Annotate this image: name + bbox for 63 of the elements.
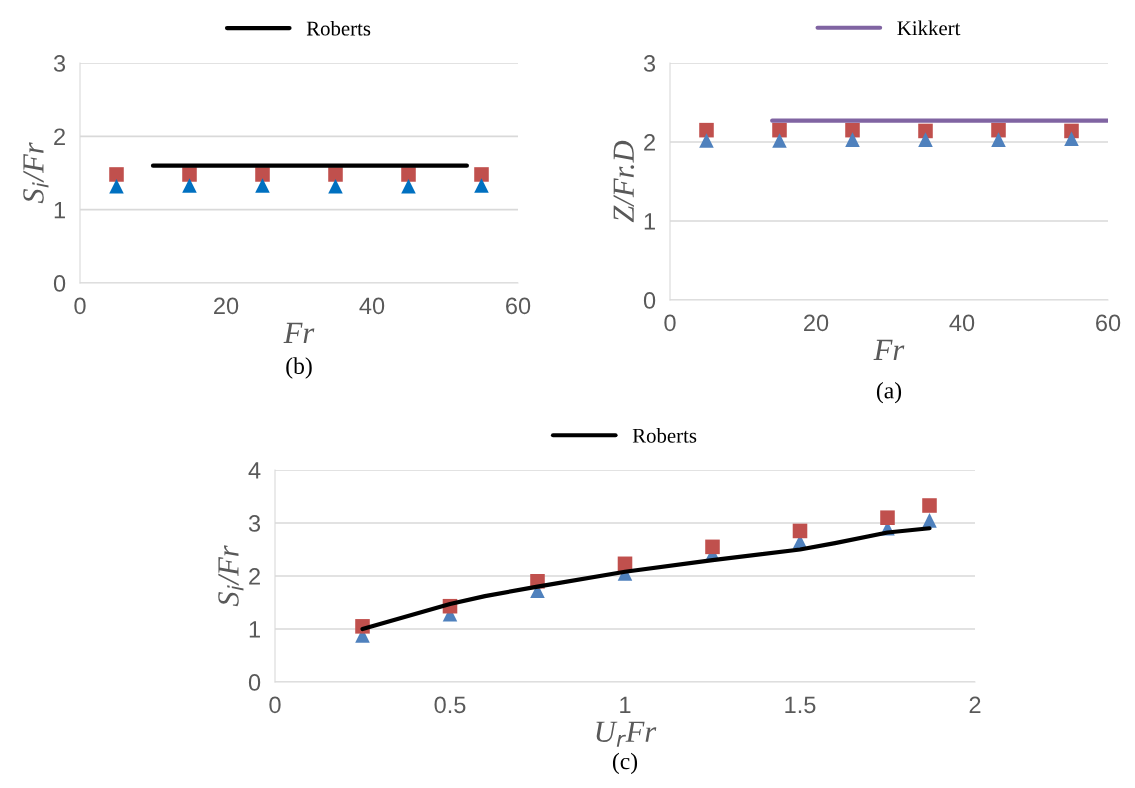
x-axis-title: U$_{r}$Fr (596, 721, 657, 747)
text: (c) (612, 752, 638, 775)
point (328, 178, 343, 194)
point (474, 178, 489, 193)
point (772, 133, 787, 148)
point (182, 178, 197, 193)
y-tick-label: 1 (249, 621, 260, 638)
y-axis-title: Z/Fr.D (613, 140, 635, 223)
y-tick-label: 1 (54, 201, 65, 219)
x-tick-label: 0.5 (434, 696, 466, 714)
point (401, 167, 416, 182)
point (255, 178, 270, 193)
point (1064, 123, 1079, 139)
y-tick-label: 3 (53, 55, 66, 72)
text: (b) (286, 357, 312, 379)
point (991, 122, 1006, 138)
point (918, 123, 933, 139)
x-tick-label: 20 (214, 297, 239, 315)
x-tick-label: 20 (804, 314, 829, 332)
x-tick-label: 0 (269, 696, 281, 714)
point (474, 167, 489, 182)
y-tick-label: 2 (644, 134, 655, 151)
point (328, 167, 343, 182)
y-tick-label: 2 (249, 568, 260, 585)
x-tick-label: 60 (1096, 314, 1121, 332)
x-tick-label: 40 (949, 314, 975, 332)
x-axis-title: Fr (283, 322, 315, 343)
x-tick-label: 0 (74, 297, 86, 315)
point (845, 132, 860, 147)
x-tick-label: 1.5 (785, 696, 816, 714)
y-tick-label: 2 (54, 128, 65, 145)
point (699, 122, 714, 138)
point (880, 510, 895, 525)
point (1064, 131, 1079, 147)
text: (a) (876, 381, 902, 404)
y-tick-label: 0 (53, 275, 66, 292)
y-axis-title: S$_{i}$/Fr (218, 545, 244, 607)
point (699, 133, 714, 148)
point (991, 132, 1006, 147)
legend-label: Kikkert (897, 20, 961, 36)
y-axis-title: S$_{i}$/Fr (23, 142, 49, 204)
point (922, 498, 937, 513)
x-tick-label: 2 (969, 696, 981, 713)
point (705, 539, 720, 555)
y-tick-label: 4 (248, 462, 261, 479)
x-tick-label: 0 (664, 314, 676, 332)
y-tick-label: 1 (644, 213, 655, 230)
point (918, 132, 933, 147)
x-axis-title: Fr (873, 339, 905, 360)
legend-label: Roberts (632, 428, 697, 443)
y-tick-label: 3 (248, 515, 261, 532)
point (109, 167, 124, 182)
point (792, 523, 808, 539)
legend-label: Roberts (306, 20, 371, 36)
y-tick-label: 3 (643, 55, 656, 72)
point (109, 178, 124, 194)
y-tick-label: 0 (248, 674, 261, 691)
point (772, 122, 787, 138)
x-tick-label: 60 (506, 297, 531, 315)
x-tick-label: 1 (620, 696, 631, 713)
point (401, 178, 416, 194)
x-tick-label: 40 (359, 297, 385, 315)
point (845, 122, 860, 138)
